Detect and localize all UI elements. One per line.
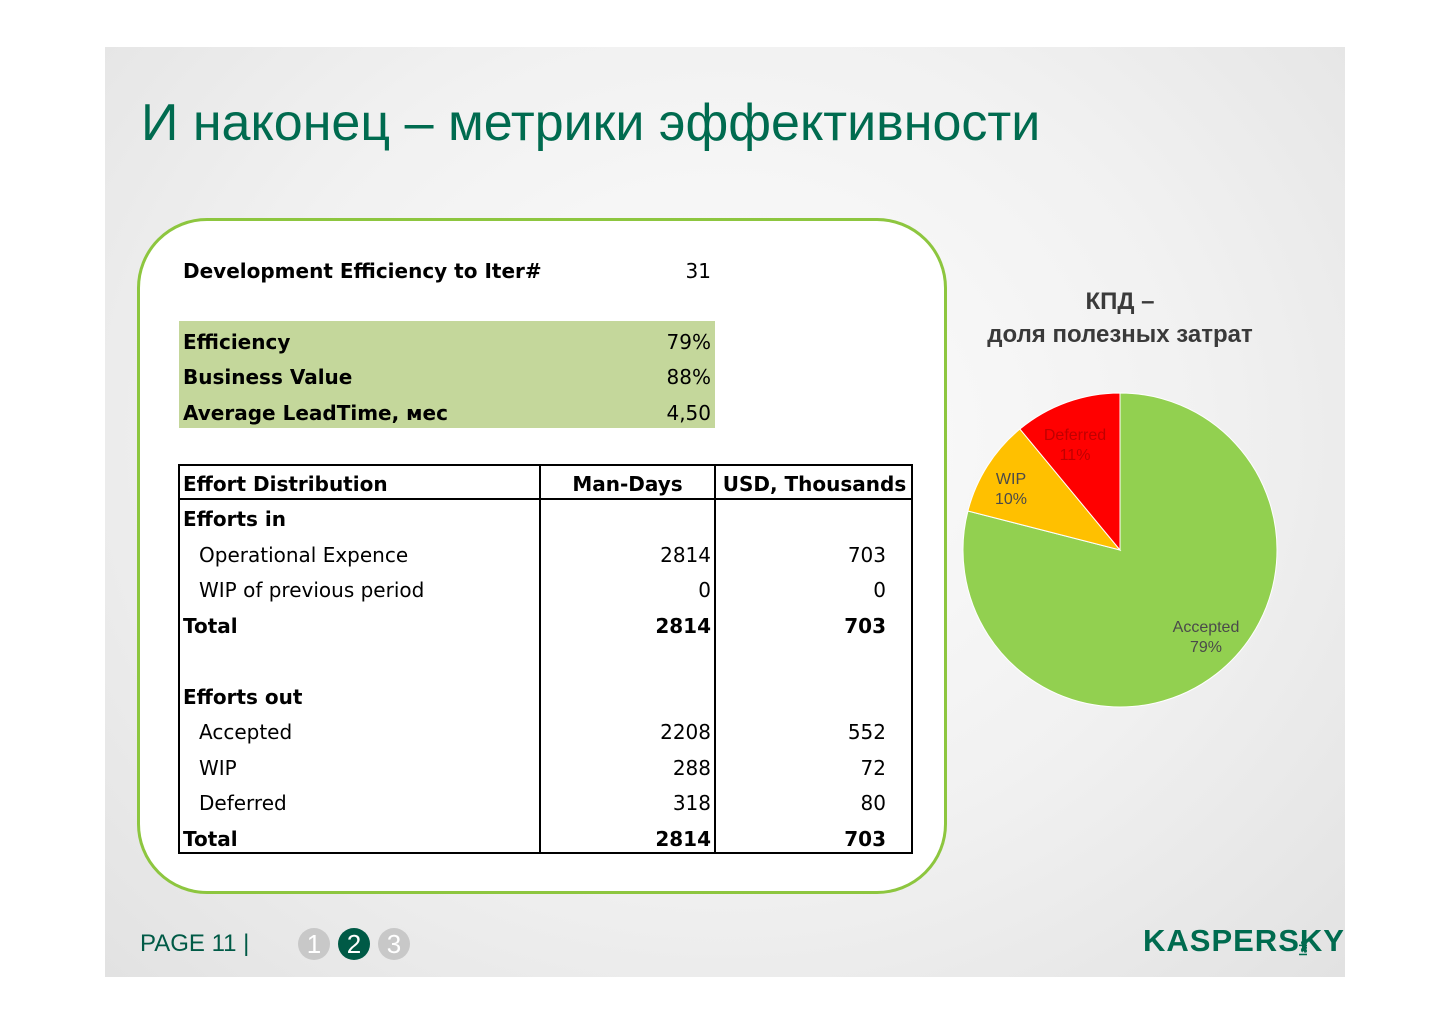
table-row-label: WIP (199, 755, 237, 780)
table-header-man-days: Man-Days (572, 472, 683, 496)
table-row-man-days: 2814 (655, 613, 711, 638)
table-row-usd: 703 (844, 613, 886, 638)
table-header-divider (178, 498, 913, 500)
leadtime-value: 4,50 (666, 401, 711, 425)
page-title: И наконец – метрики эффективности (141, 94, 1041, 152)
table-row-usd: 80 (860, 791, 886, 815)
table-row-usd: 703 (847, 542, 886, 567)
table-row-label: Deferred (199, 791, 287, 815)
kaspersky-logo: KASPERSKY (1143, 923, 1345, 958)
table-row-label: Accepted (199, 720, 293, 744)
pie-label-value: 11% (1059, 447, 1091, 464)
kaspersky-logo-lab: lab (1298, 940, 1310, 956)
page-dot-1[interactable]: 1 (298, 928, 330, 960)
leadtime-label: Average LeadTime, мес (183, 401, 448, 425)
pie-label-name: WIP (995, 471, 1027, 488)
table-header-usd: USD, Thousands (722, 472, 907, 496)
pie-label-deferred: Deferred 11% (1030, 426, 1120, 466)
table-col-divider-1 (539, 464, 541, 854)
table-row-man-days: 0 (698, 578, 711, 602)
table-row-usd: 552 (847, 720, 886, 744)
table-row-label: WIP of previous period (199, 578, 425, 602)
table-col-divider-2 (714, 464, 716, 854)
pie-label-value: 79% (1189, 639, 1223, 656)
efficiency-value: 79% (666, 330, 711, 354)
table-row-label: Total (183, 826, 238, 851)
table-row-label: Efforts out (183, 684, 303, 709)
business-value-value: 88% (666, 365, 711, 389)
table-row-label: Total (183, 613, 238, 638)
table-row-man-days: 2814 (660, 542, 711, 567)
pie-label-accepted: Accepted 79% (1161, 618, 1251, 658)
pie-label-wip: WIP 10% (966, 470, 1056, 510)
highlight-band (179, 321, 715, 428)
pie-title-line2: доля полезных затрат (987, 321, 1253, 348)
pie-label-name: Deferred (1043, 427, 1107, 444)
table-row-man-days: 318 (672, 791, 711, 815)
table-row-usd: 72 (860, 755, 886, 780)
table-header-label: Effort Distribution (183, 472, 388, 496)
table-row-man-days: 2208 (660, 720, 711, 744)
iter-label: Development Efficiency to Iter# (183, 259, 542, 283)
pie-label-value: 10% (994, 491, 1028, 508)
iter-value: 31 (685, 259, 711, 283)
table-row-label: Efforts in (183, 507, 286, 531)
page-number: PAGE 11 | (140, 930, 250, 957)
table-row-man-days: 288 (672, 755, 711, 780)
table-row-usd: 0 (873, 578, 886, 602)
pie-title-line1: КПД – (1085, 288, 1155, 315)
page-dot-3[interactable]: 3 (378, 928, 410, 960)
efficiency-label: Efficiency (183, 330, 291, 354)
effort-table (178, 464, 913, 854)
business-value-label: Business Value (183, 365, 353, 389)
page-dot-2[interactable]: 2 (338, 928, 370, 960)
pie-label-name: Accepted (1172, 619, 1240, 636)
table-row-man-days: 2814 (655, 826, 711, 851)
table-row-label: Operational Expence (199, 542, 409, 567)
table-row-usd: 703 (844, 826, 886, 851)
